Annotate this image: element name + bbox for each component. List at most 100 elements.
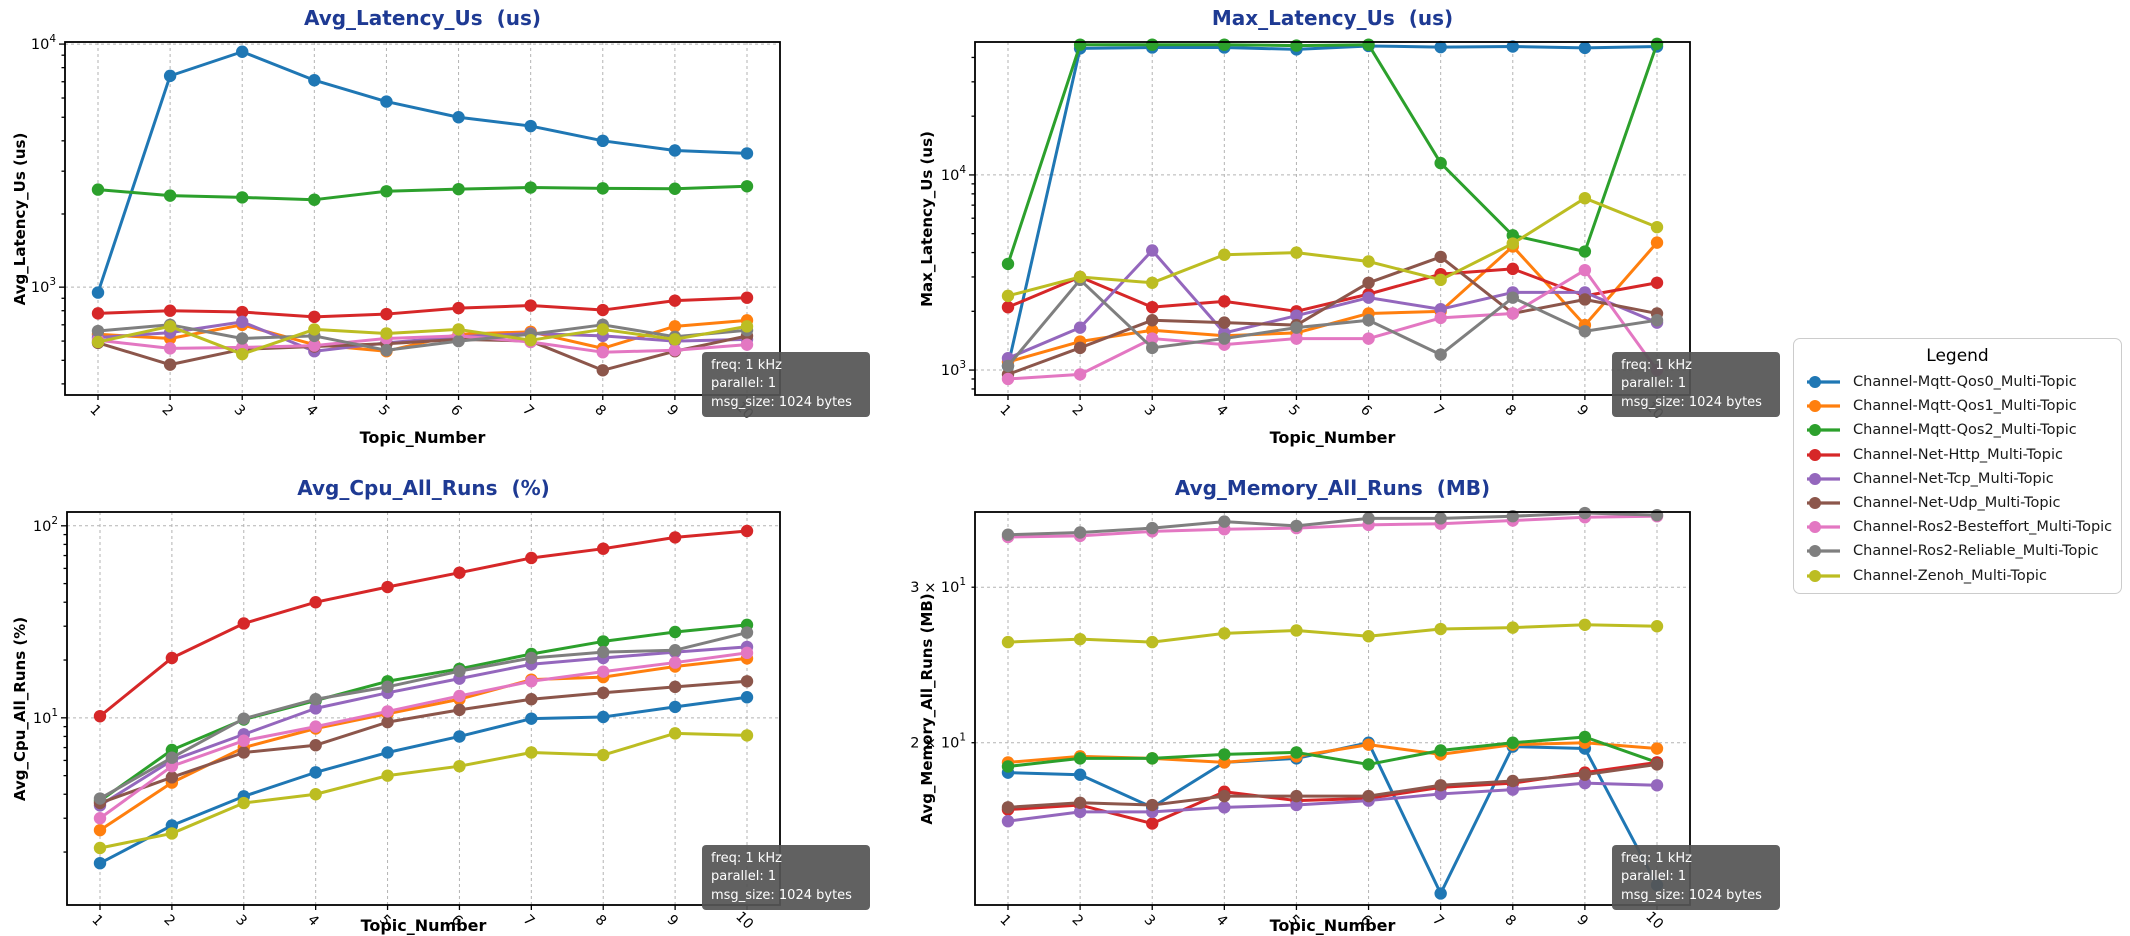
data-point (1001, 635, 1015, 649)
series-Channel-Mqtt-Qos1_Multi-Topic (1001, 736, 1664, 769)
data-point (1578, 768, 1592, 781)
y-axis-label-avg-memory: Avg_Memory_All_Runs (MB) (918, 592, 936, 825)
annotation-line-freq: freq: 1 kHz (711, 358, 782, 373)
svg-text:2 × 101: 2 × 101 (910, 732, 966, 752)
data-point (524, 181, 537, 194)
series-Channel-Net-Tcp_Multi-Topic (1001, 776, 1664, 828)
series-line-Channel-Ros2-Besteffort_Multi-Topic (1006, 514, 1659, 539)
annotation-line-msgsize: msg_size: 1024 bytes (1621, 394, 1762, 410)
data-point (1218, 748, 1231, 761)
data-point (381, 680, 394, 694)
series-line-Channel-Ros2-Besteffort_Multi-Topic (96, 334, 749, 354)
data-point (1362, 314, 1375, 327)
annotation-box: freq: 1 kHz parallel: 1 msg_size: 1024 b… (702, 352, 870, 418)
data-point (91, 183, 105, 196)
series-line-Channel-Net-Udp_Multi-Topic (1006, 255, 1659, 376)
data-point (1434, 622, 1447, 636)
data-point (1434, 512, 1447, 525)
data-point (1290, 746, 1303, 759)
data-point (1362, 630, 1375, 643)
data-point (1073, 768, 1087, 781)
chart-title-avg-latency: Avg_Latency_Us (us) (303, 6, 542, 30)
data-point (381, 715, 394, 729)
series-Channel-Mqtt-Qos0_Multi-Topic (1001, 736, 1664, 900)
data-point (524, 334, 537, 347)
data-point (596, 345, 609, 359)
data-point (309, 766, 322, 779)
data-point (1218, 38, 1231, 51)
x-axis-label-avg-latency: Topic_Number (359, 428, 486, 447)
data-point (668, 644, 682, 657)
svg-text:3: 3 (1141, 402, 1159, 420)
data-point (1650, 742, 1664, 755)
x-axis-label-avg-memory: Topic_Number (1269, 916, 1396, 935)
data-point (668, 625, 682, 639)
data-point (236, 305, 249, 319)
data-point (1362, 291, 1375, 304)
data-point (1001, 359, 1015, 373)
series-line-Channel-Ros2-Besteffort_Multi-Topic (98, 651, 749, 820)
data-point (1073, 321, 1087, 334)
data-point (1290, 519, 1303, 533)
data-point (93, 841, 107, 855)
data-point (93, 823, 107, 837)
data-point (668, 680, 682, 694)
series-line-Channel-Net-Tcp_Multi-Topic (98, 645, 749, 807)
data-point (668, 700, 682, 714)
data-point (1073, 796, 1087, 810)
data-point (91, 286, 105, 299)
data-point (1506, 774, 1519, 788)
data-point (1073, 526, 1087, 539)
legend-item-label: Channel-Mqtt-Qos1_Multi-Topic (1853, 398, 2077, 415)
data-point (1290, 332, 1303, 345)
annotation-line-msgsize: msg_size: 1024 bytes (1621, 887, 1762, 903)
data-point (1362, 758, 1375, 771)
data-point (1290, 246, 1303, 259)
data-point (668, 182, 682, 195)
annotation-line-freq: freq: 1 kHz (1621, 358, 1692, 373)
data-point (597, 748, 610, 762)
svg-text:3: 3 (231, 402, 249, 420)
legend-marker-icon (1807, 472, 1840, 485)
data-point (1290, 321, 1303, 334)
data-point (1218, 316, 1231, 329)
data-point (525, 551, 538, 565)
data-point (309, 693, 322, 706)
data-point (1073, 341, 1087, 355)
legend-item-label: Channel-Mqtt-Qos2_Multi-Topic (1853, 422, 2077, 439)
series-Channel-Net-Http_Multi-Topic (91, 291, 754, 324)
data-point (381, 705, 394, 718)
series-line-Channel-Net-Udp_Multi-Topic (96, 334, 749, 372)
data-point (525, 651, 538, 665)
grid-horizontal (975, 586, 1690, 744)
data-point (1434, 887, 1447, 900)
data-point (1290, 798, 1303, 812)
data-point (1506, 621, 1519, 634)
svg-text:104: 104 (941, 164, 966, 184)
data-point (1001, 801, 1015, 814)
annotation-line-freq: freq: 1 kHz (711, 851, 782, 866)
data-point (1506, 237, 1519, 250)
legend-item-label: Channel-Ros2-Reliable_Multi-Topic (1853, 543, 2099, 560)
data-point (740, 646, 754, 660)
data-point (1650, 620, 1664, 633)
data-point (380, 185, 393, 198)
svg-text:8: 8 (1501, 402, 1519, 420)
legend-item-2: Channel-Mqtt-Qos2_Multi-Topic (1794, 418, 2121, 442)
series-line-Channel-Zenoh_Multi-Topic (96, 324, 749, 356)
svg-text:101: 101 (33, 707, 58, 727)
data-point (1578, 191, 1592, 205)
y-ticks (969, 56, 975, 390)
plot-border (974, 41, 1691, 396)
data-point (1506, 510, 1519, 523)
data-point (237, 617, 250, 630)
y-tick-labels: 104 103 (941, 164, 966, 379)
data-point (453, 689, 466, 703)
data-point (1001, 289, 1015, 303)
data-point (1073, 632, 1087, 646)
